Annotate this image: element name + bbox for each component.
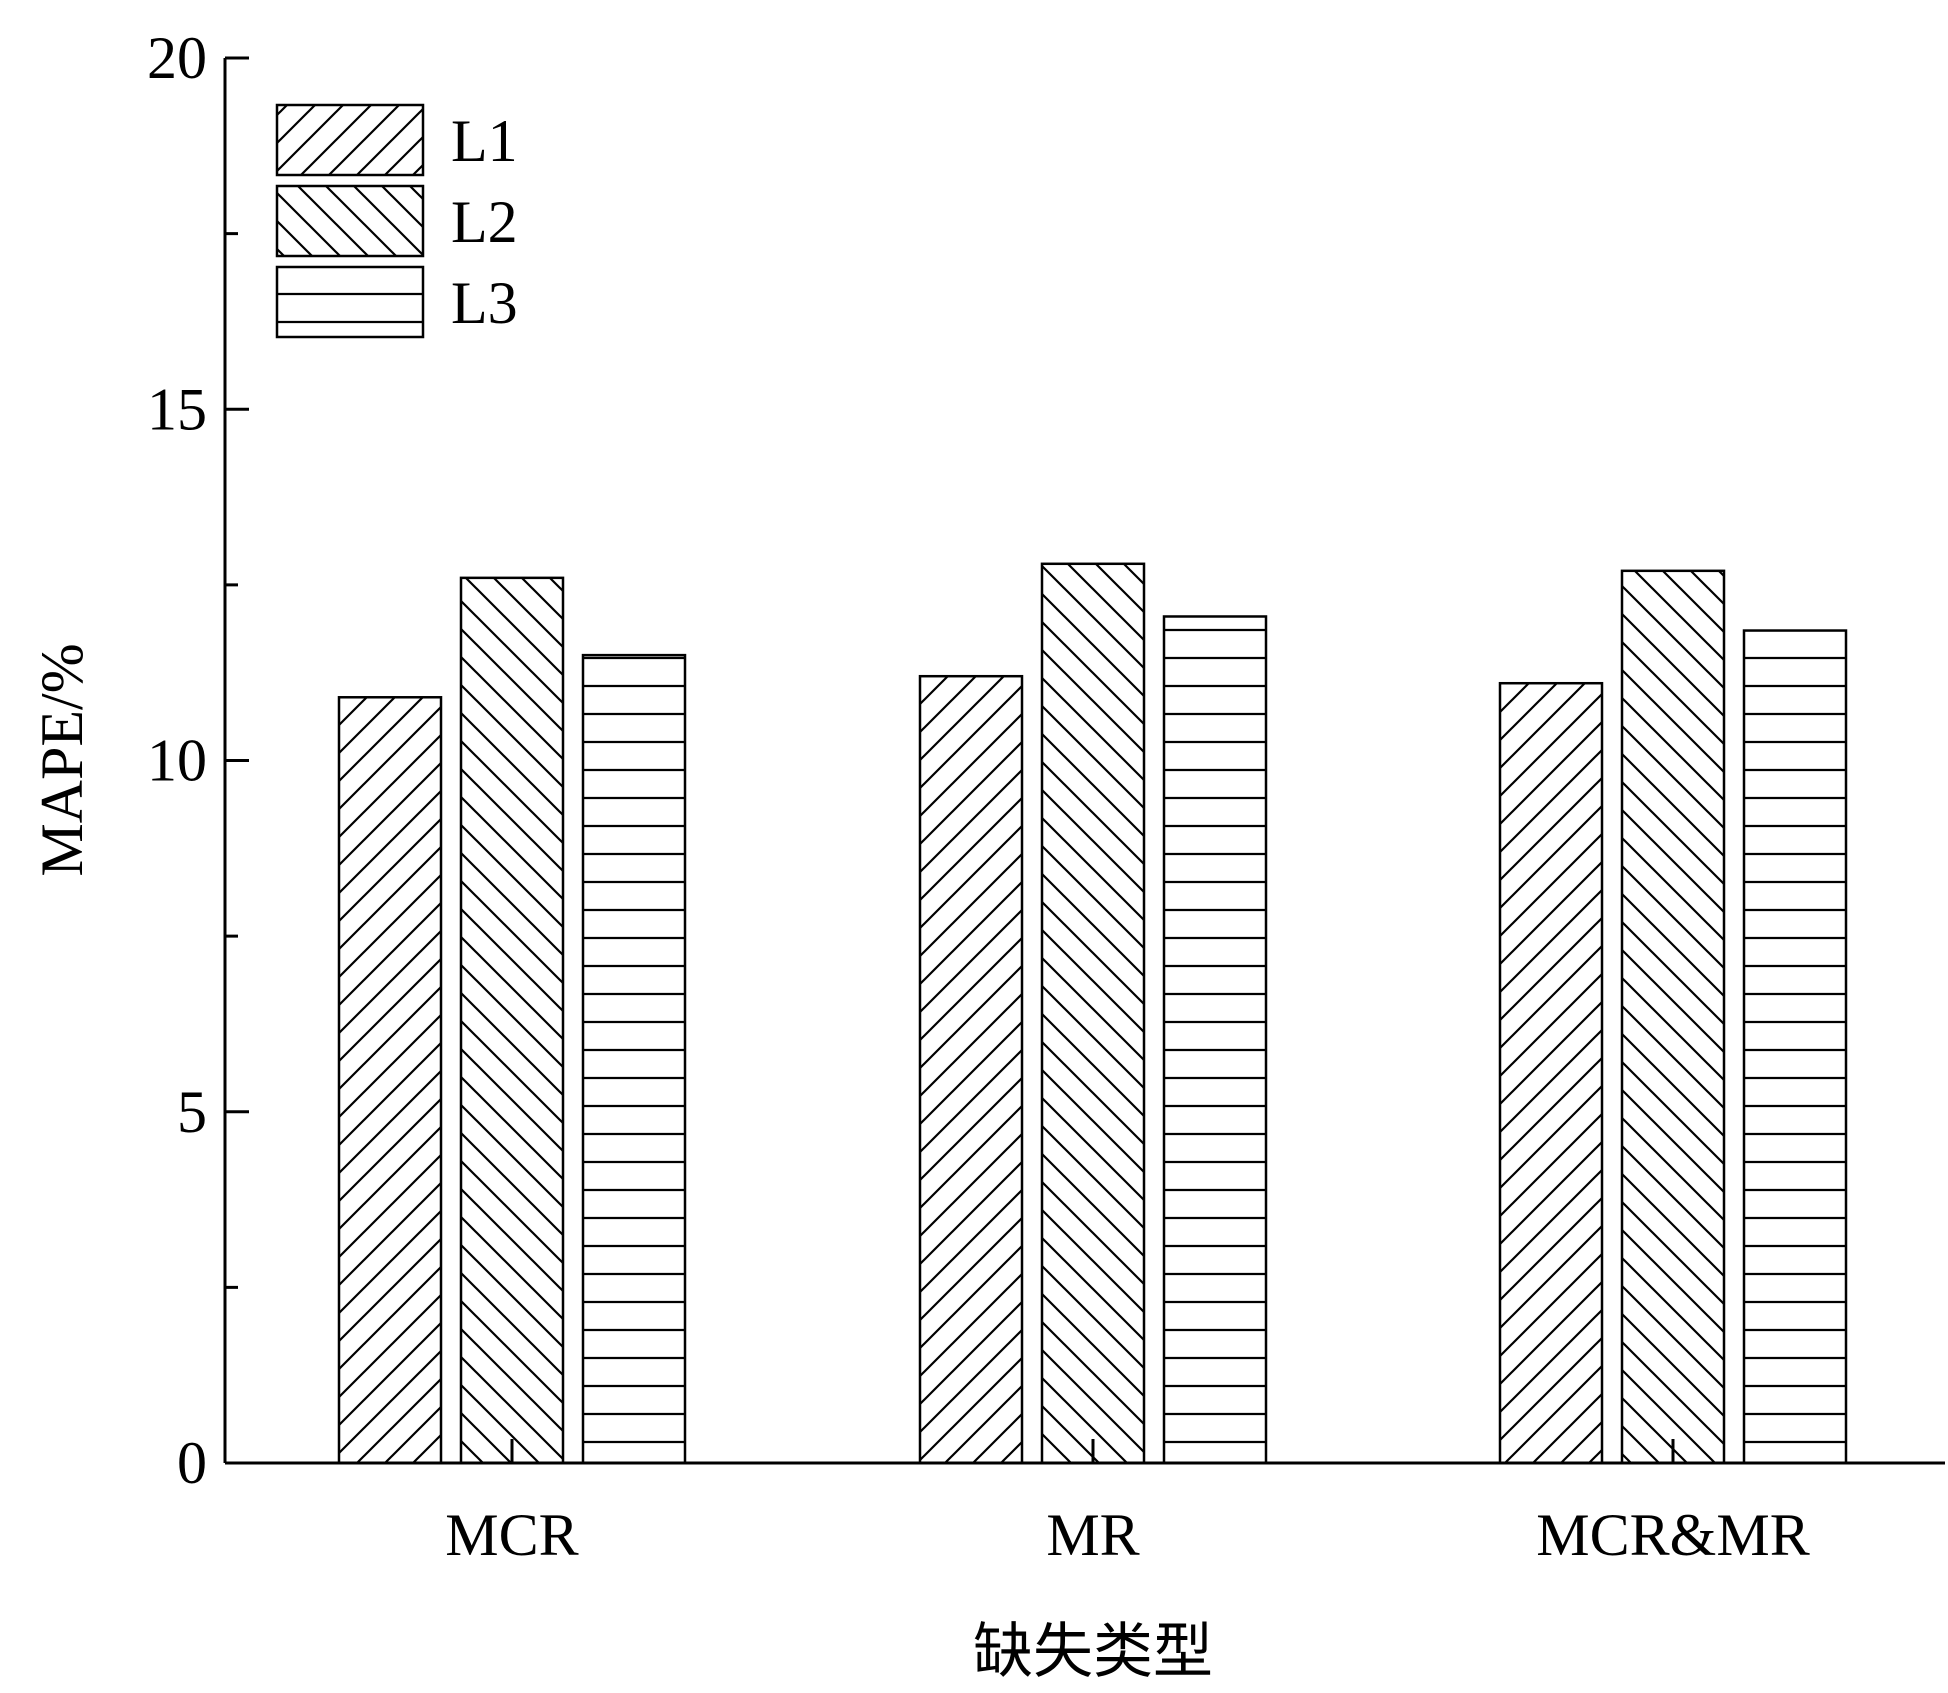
x-tick-label: MR xyxy=(1046,1502,1139,1568)
y-tick-label: 20 xyxy=(147,25,207,91)
legend-label-l2: L2 xyxy=(451,189,518,255)
bar-l3-mr xyxy=(1162,615,1268,1465)
bar-l3-mcr xyxy=(581,653,687,1465)
legend-label-l3: L3 xyxy=(451,270,518,336)
bar-l1-mcr xyxy=(337,696,443,1465)
y-tick-label: 5 xyxy=(177,1079,207,1145)
axes-group: 0 5 10 15 20 MCR MR MCR&MR xyxy=(147,25,1945,1568)
legend: L1 L2 L3 xyxy=(275,103,518,339)
bar-l3-mcr-mr xyxy=(1742,629,1848,1465)
legend-swatch-l3 xyxy=(275,265,425,339)
legend-swatch-l2 xyxy=(275,184,425,258)
x-tick-label: MCR xyxy=(445,1502,578,1568)
bar-l2-mcr-mr xyxy=(1620,569,1726,1465)
legend-label-l1: L1 xyxy=(451,108,518,174)
bar-l2-mr xyxy=(1040,562,1146,1465)
y-tick-label: 0 xyxy=(177,1430,207,1496)
y-axis-title: MAPE/% xyxy=(29,643,95,876)
bar-l2-mcr xyxy=(459,576,565,1465)
bar-l1-mcr-mr xyxy=(1498,681,1604,1465)
x-tick-label: MCR&MR xyxy=(1536,1502,1809,1568)
x-axis-title: 缺失类型 xyxy=(973,1619,1213,1685)
legend-swatch-l1 xyxy=(275,103,425,177)
bar-l1-mr xyxy=(918,674,1024,1465)
y-tick-label: 15 xyxy=(147,376,207,442)
y-tick-label: 10 xyxy=(147,728,207,794)
bars-group xyxy=(337,562,1848,1465)
